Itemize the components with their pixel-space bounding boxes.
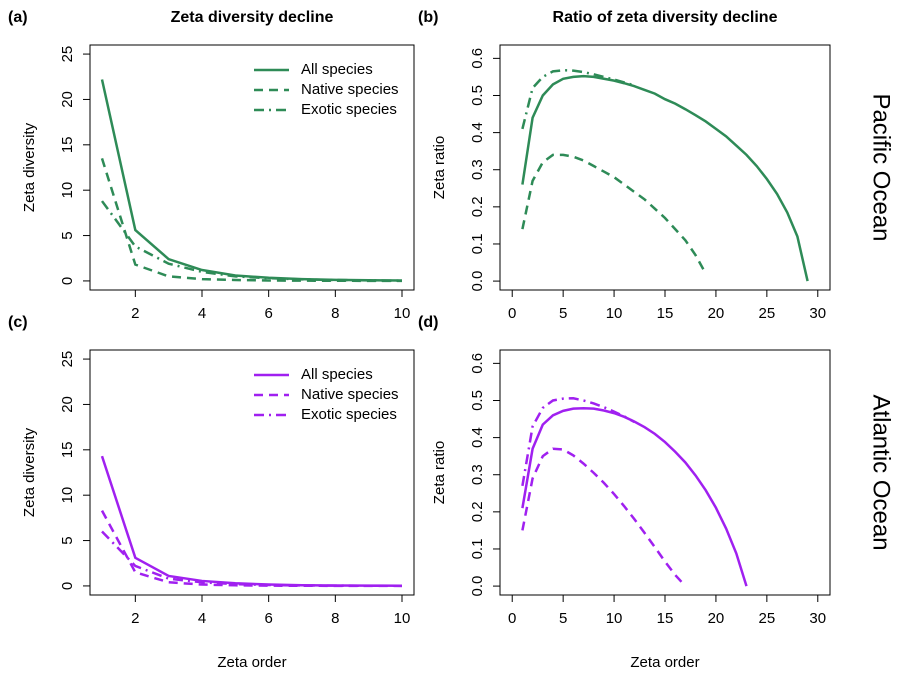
y-tick-label: 0.5: [469, 390, 486, 411]
x-tick-label: 5: [559, 305, 567, 322]
legend-label: Native species: [301, 81, 399, 98]
y-tick-label: 0.4: [469, 122, 486, 143]
x-tick-label: 6: [264, 610, 272, 627]
series-line: [521, 447, 687, 587]
y-tick-label: 0.0: [469, 576, 486, 597]
y-tick-label: 0.6: [469, 48, 486, 69]
y-tick-label: 10: [59, 182, 76, 199]
plot-box: [499, 44, 831, 291]
y-axis-label: Zeta diversity: [21, 427, 38, 517]
series-line: [521, 407, 748, 587]
x-tick-label: 20: [708, 610, 725, 627]
x-tick-label: 15: [657, 610, 674, 627]
x-tick-label: 0: [508, 610, 516, 627]
y-tick-label: 20: [59, 91, 76, 108]
x-tick-label: 8: [331, 305, 339, 322]
legend-label: Native species: [301, 386, 399, 403]
x-tick-label: 2: [131, 305, 139, 322]
x-tick-label: 4: [198, 610, 206, 627]
row-label: Pacific Ocean: [868, 93, 895, 241]
legend-label: Exotic species: [301, 101, 397, 118]
y-tick-label: 5: [59, 536, 76, 544]
x-tick-label: 30: [809, 305, 826, 322]
plot-box: [89, 44, 415, 291]
panel-title: Ratio of zeta diversity decline: [553, 9, 778, 26]
x-tick-label: 5: [559, 610, 567, 627]
y-tick-label: 0.5: [469, 85, 486, 106]
legend-label: Exotic species: [301, 406, 397, 423]
plot-box: [499, 349, 831, 596]
y-axis-label: Zeta ratio: [431, 136, 448, 199]
plot-box: [89, 349, 415, 596]
y-tick-label: 20: [59, 396, 76, 413]
y-tick-label: 0: [59, 277, 76, 285]
panel-title: Zeta diversity decline: [171, 9, 334, 26]
x-tick-label: 10: [606, 610, 623, 627]
y-tick-label: 0.2: [469, 196, 486, 217]
x-tick-label: 4: [198, 305, 206, 322]
series-line: [101, 530, 403, 588]
y-tick-label: 0.3: [469, 159, 486, 180]
x-tick-label: 30: [809, 610, 826, 627]
x-tick-label: 10: [394, 610, 411, 627]
y-tick-label: 0.1: [469, 234, 486, 255]
y-tick-label: 10: [59, 487, 76, 504]
x-tick-label: 25: [759, 610, 776, 627]
series-line: [100, 158, 402, 283]
x-tick-label: 25: [759, 305, 776, 322]
y-axis-label: Zeta diversity: [21, 122, 38, 212]
y-tick-label: 0.3: [469, 464, 486, 485]
legend-label: All species: [301, 61, 373, 78]
legend-label: All species: [301, 366, 373, 383]
y-tick-label: 15: [59, 136, 76, 153]
series-line: [100, 200, 403, 282]
x-tick-label: 10: [606, 305, 623, 322]
series-line: [521, 74, 809, 282]
x-tick-label: 0: [508, 305, 516, 322]
y-tick-label: 0.1: [469, 539, 486, 560]
x-axis-label: Zeta order: [217, 654, 286, 671]
y-tick-label: 0.0: [469, 271, 486, 292]
panel-label: (d): [418, 314, 438, 331]
series-line: [521, 397, 636, 487]
x-tick-label: 15: [657, 305, 674, 322]
series-line: [100, 510, 403, 588]
series-line: [521, 153, 707, 275]
y-tick-label: 0.4: [469, 427, 486, 448]
row-label: Atlantic Ocean: [868, 394, 895, 550]
x-axis-label: Zeta order: [630, 654, 699, 671]
x-tick-label: 10: [394, 305, 411, 322]
panel-label: (a): [8, 9, 28, 26]
y-tick-label: 0.2: [469, 501, 486, 522]
panel-label: (b): [418, 9, 438, 26]
y-tick-label: 5: [59, 231, 76, 239]
x-tick-label: 2: [131, 610, 139, 627]
x-tick-label: 20: [708, 305, 725, 322]
panel-label: (c): [8, 314, 28, 331]
y-tick-label: 25: [59, 46, 76, 63]
x-tick-label: 8: [331, 610, 339, 627]
x-tick-label: 6: [264, 305, 272, 322]
y-axis-label: Zeta ratio: [431, 441, 448, 504]
y-tick-label: 15: [59, 441, 76, 458]
series-line: [521, 68, 635, 130]
y-tick-label: 0.6: [469, 353, 486, 374]
y-tick-label: 25: [59, 351, 76, 368]
series-line: [100, 455, 403, 587]
y-tick-label: 0: [59, 582, 76, 590]
